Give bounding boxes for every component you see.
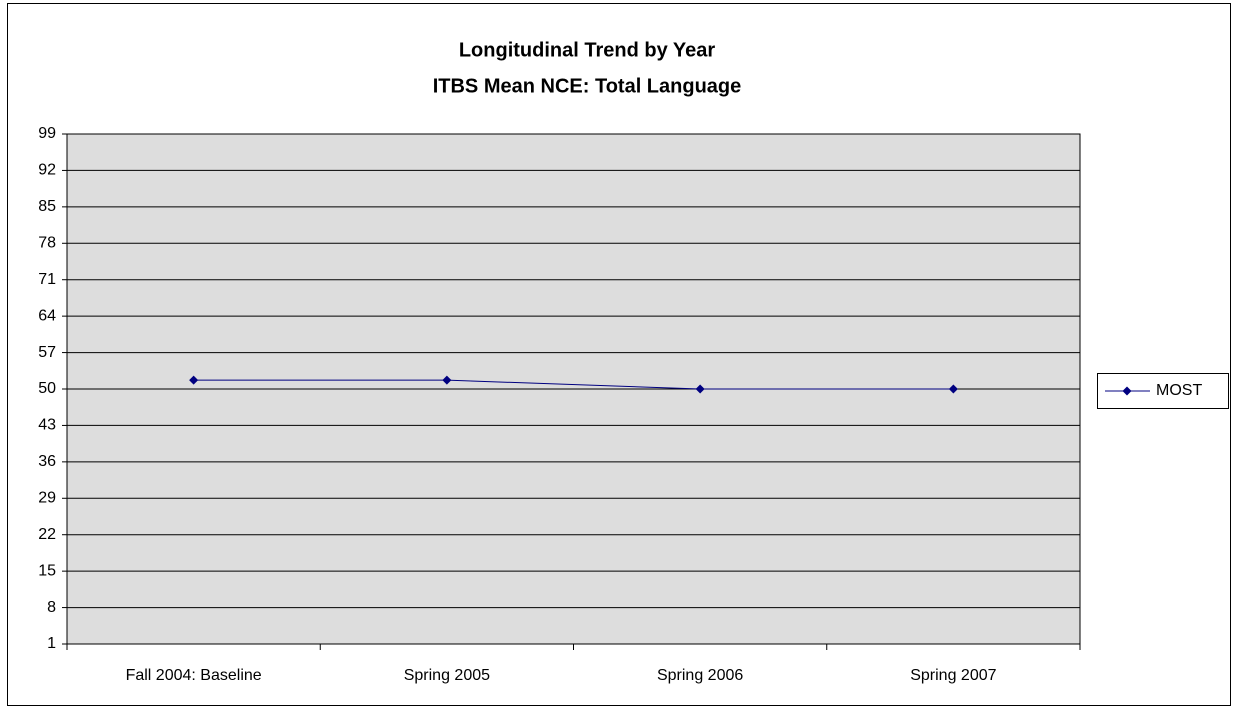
y-tick-label: 1 [47, 635, 56, 652]
y-tick-label: 92 [38, 162, 56, 179]
y-tick-label: 43 [38, 417, 56, 434]
data-point [948, 384, 958, 394]
legend-label: MOST [1156, 382, 1202, 399]
y-tick-label: 8 [47, 599, 56, 616]
chart-subtitle: ITBS Mean NCE: Total Language [433, 75, 742, 97]
y-tick-label: 15 [38, 562, 56, 579]
y-tick-label: 99 [38, 125, 56, 142]
data-point [695, 384, 705, 394]
series-line [193, 379, 954, 390]
y-tick-label: 36 [38, 453, 56, 470]
x-tick-label: Spring 2005 [404, 667, 490, 684]
legend-marker [1122, 386, 1132, 396]
y-tick-label: 64 [38, 307, 56, 324]
x-tick-label: Spring 2006 [657, 667, 743, 684]
data-point [442, 375, 452, 385]
chart-title: Longitudinal Trend by Year [459, 39, 716, 61]
y-tick-label: 50 [38, 380, 56, 397]
x-tick-label: Fall 2004: Baseline [126, 667, 262, 684]
x-tick-label: Spring 2007 [910, 667, 996, 684]
y-tick-label: 22 [38, 526, 56, 543]
y-tick-label: 71 [38, 271, 56, 288]
data-point [189, 375, 199, 385]
y-tick-label: 29 [38, 490, 56, 507]
y-tick-label: 85 [38, 198, 56, 215]
y-tick-label: 57 [38, 344, 56, 361]
y-tick-label: 78 [38, 235, 56, 252]
